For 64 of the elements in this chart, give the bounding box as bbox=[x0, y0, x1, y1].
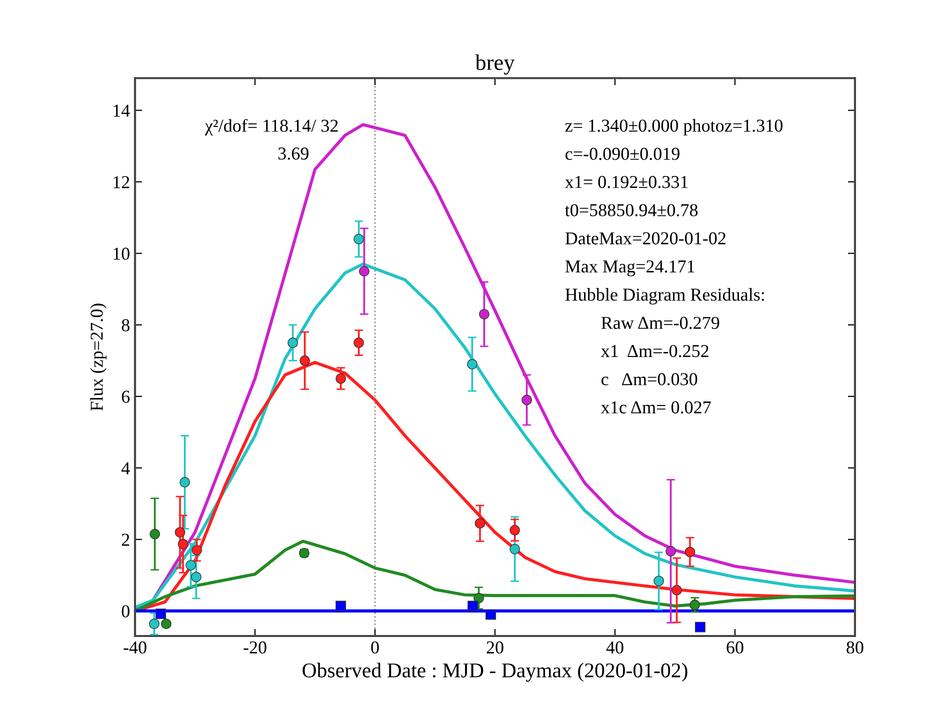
point bbox=[486, 609, 496, 620]
point bbox=[150, 528, 160, 540]
point bbox=[474, 518, 486, 529]
point bbox=[288, 338, 298, 348]
point bbox=[672, 585, 682, 596]
annotation: z= 1.340±0.000 photoz=1.310 bbox=[565, 119, 782, 136]
point bbox=[694, 622, 706, 632]
annotation: x1= 0.192±0.331 bbox=[564, 176, 688, 188]
annotation: x1 Δm=-0.252 bbox=[600, 344, 708, 358]
annotation: 3.69 bbox=[278, 148, 308, 160]
point bbox=[161, 618, 172, 630]
y-tick-label: 4 bbox=[121, 462, 130, 474]
y-tick-label: 10 bbox=[114, 248, 130, 260]
point bbox=[684, 546, 696, 558]
annotation: χ²/dof= 118.14/ 32 bbox=[204, 118, 338, 136]
x-tick-label: -40 bbox=[124, 641, 146, 654]
point bbox=[178, 538, 188, 550]
annotation: t0=58850.94±0.78 bbox=[565, 204, 698, 216]
line-series bbox=[135, 540, 855, 612]
y-tick-label: 2 bbox=[122, 534, 130, 546]
point bbox=[174, 527, 186, 538]
point bbox=[354, 234, 364, 244]
x-tick-label: -20 bbox=[244, 641, 266, 654]
x-tick-label: 80 bbox=[846, 641, 864, 654]
point bbox=[510, 544, 520, 554]
point bbox=[300, 355, 310, 366]
point bbox=[156, 608, 166, 620]
y-tick-label: 14 bbox=[114, 104, 130, 117]
y-tick-label: 6 bbox=[122, 390, 130, 403]
annotation: c=-0.090±0.019 bbox=[566, 148, 680, 160]
point bbox=[354, 338, 364, 348]
point bbox=[192, 544, 202, 556]
annotation: Hubble Diagram Residuals: bbox=[565, 288, 764, 304]
y-axis-title: Flux (zp=27.0) bbox=[90, 304, 107, 411]
point bbox=[474, 592, 484, 604]
y-tick-label: 12 bbox=[114, 176, 130, 188]
point bbox=[690, 600, 700, 610]
point bbox=[654, 576, 664, 586]
annotation: Max Mag=24.171 bbox=[565, 260, 694, 276]
point bbox=[180, 477, 190, 488]
y-tick-label: 0 bbox=[122, 605, 130, 618]
chart-title: brey bbox=[475, 54, 515, 75]
point bbox=[522, 394, 532, 406]
x-tick-label: 60 bbox=[726, 641, 744, 654]
annotation: Raw Δm=-0.279 bbox=[601, 316, 720, 330]
point bbox=[358, 266, 370, 276]
point bbox=[336, 600, 346, 612]
point bbox=[510, 524, 520, 536]
point bbox=[336, 373, 346, 384]
x-axis-title: Observed Date : MJD - Daymax (2020-01-02) bbox=[302, 662, 688, 682]
y-tick-label: 8 bbox=[122, 319, 130, 332]
annotation: x1c Δm= 0.027 bbox=[600, 401, 711, 414]
point bbox=[186, 560, 196, 570]
point bbox=[466, 359, 478, 370]
point bbox=[191, 572, 202, 582]
x-tick-label: 40 bbox=[606, 641, 624, 654]
x-tick-label: 0 bbox=[371, 641, 379, 654]
x-tick-label: 20 bbox=[486, 641, 504, 654]
annotation: DateMax=2020-01-02 bbox=[565, 232, 726, 244]
annotation: c Δm=0.030 bbox=[602, 373, 698, 386]
point bbox=[149, 618, 160, 630]
point bbox=[478, 308, 490, 320]
point bbox=[666, 546, 676, 556]
point bbox=[468, 600, 478, 612]
